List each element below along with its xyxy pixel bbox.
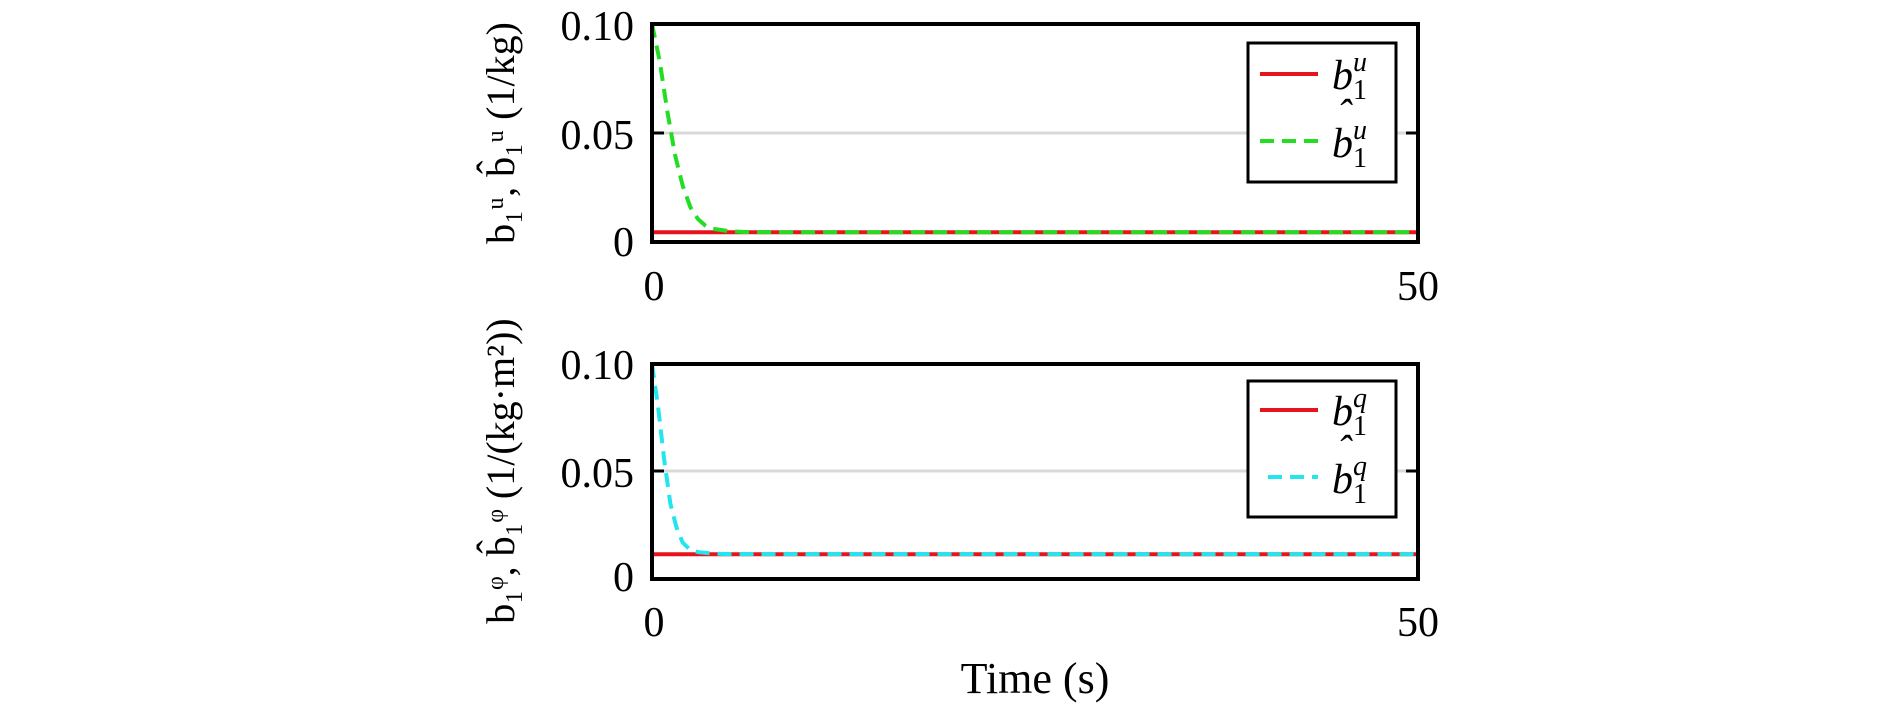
top-ytick-label-0: 0 bbox=[613, 220, 634, 266]
top-legend-hat-mark: ˆ bbox=[1337, 92, 1353, 138]
top-legend-label-b1u-hat: b1u bbox=[1332, 115, 1367, 174]
bottom-ytick-label-0.05: 0.05 bbox=[561, 451, 635, 497]
top-panel: 0.10 0.05 0 0 50 b₁ᵘ, b̂₁ᵘ (1/kg) b1u b1… bbox=[477, 4, 1439, 310]
top-y-axis-label: b₁ᵘ, b̂₁ᵘ (1/kg) bbox=[477, 22, 523, 244]
top-ytick-label-0.05: 0.05 bbox=[561, 113, 635, 159]
bottom-legend: b1q b1q ˆ bbox=[1246, 379, 1398, 519]
top-ytick-label-0.10: 0.10 bbox=[561, 4, 635, 50]
bottom-plot-series bbox=[650, 363, 1419, 557]
top-legend-label-b1u: b1u bbox=[1332, 47, 1367, 106]
top-xtick-label-50: 50 bbox=[1397, 264, 1439, 310]
bottom-legend-box bbox=[1246, 379, 1398, 519]
series-line-1-1 bbox=[650, 363, 1419, 557]
top-legend: b1u b1u ˆ bbox=[1246, 41, 1398, 184]
bottom-legend-hat-mark: ˆ bbox=[1337, 428, 1353, 474]
bottom-ytick-label-0: 0 bbox=[613, 555, 634, 601]
top-legend-box bbox=[1246, 41, 1398, 184]
bottom-legend-label-b1q-hat: b1q bbox=[1332, 451, 1367, 510]
bottom-xtick-label-0: 0 bbox=[644, 600, 665, 646]
bottom-xtick-label-50: 50 bbox=[1397, 600, 1439, 646]
top-plot-series bbox=[650, 23, 1418, 235]
bottom-y-axis-label: b₁ᵠ, b̂₁ᵠ (1/(kg·m²)) bbox=[477, 318, 523, 623]
top-xtick-label-0: 0 bbox=[644, 264, 665, 310]
x-axis-label: Time (s) bbox=[961, 654, 1110, 703]
series-line-0-1 bbox=[650, 23, 1418, 235]
bottom-panel: 0.10 0.05 0 0 50 b₁ᵠ, b̂₁ᵠ (1/(kg·m²)) T… bbox=[477, 318, 1439, 703]
bottom-legend-label-b1q: b1q bbox=[1332, 383, 1367, 442]
bottom-ytick-label-0.10: 0.10 bbox=[561, 343, 635, 389]
